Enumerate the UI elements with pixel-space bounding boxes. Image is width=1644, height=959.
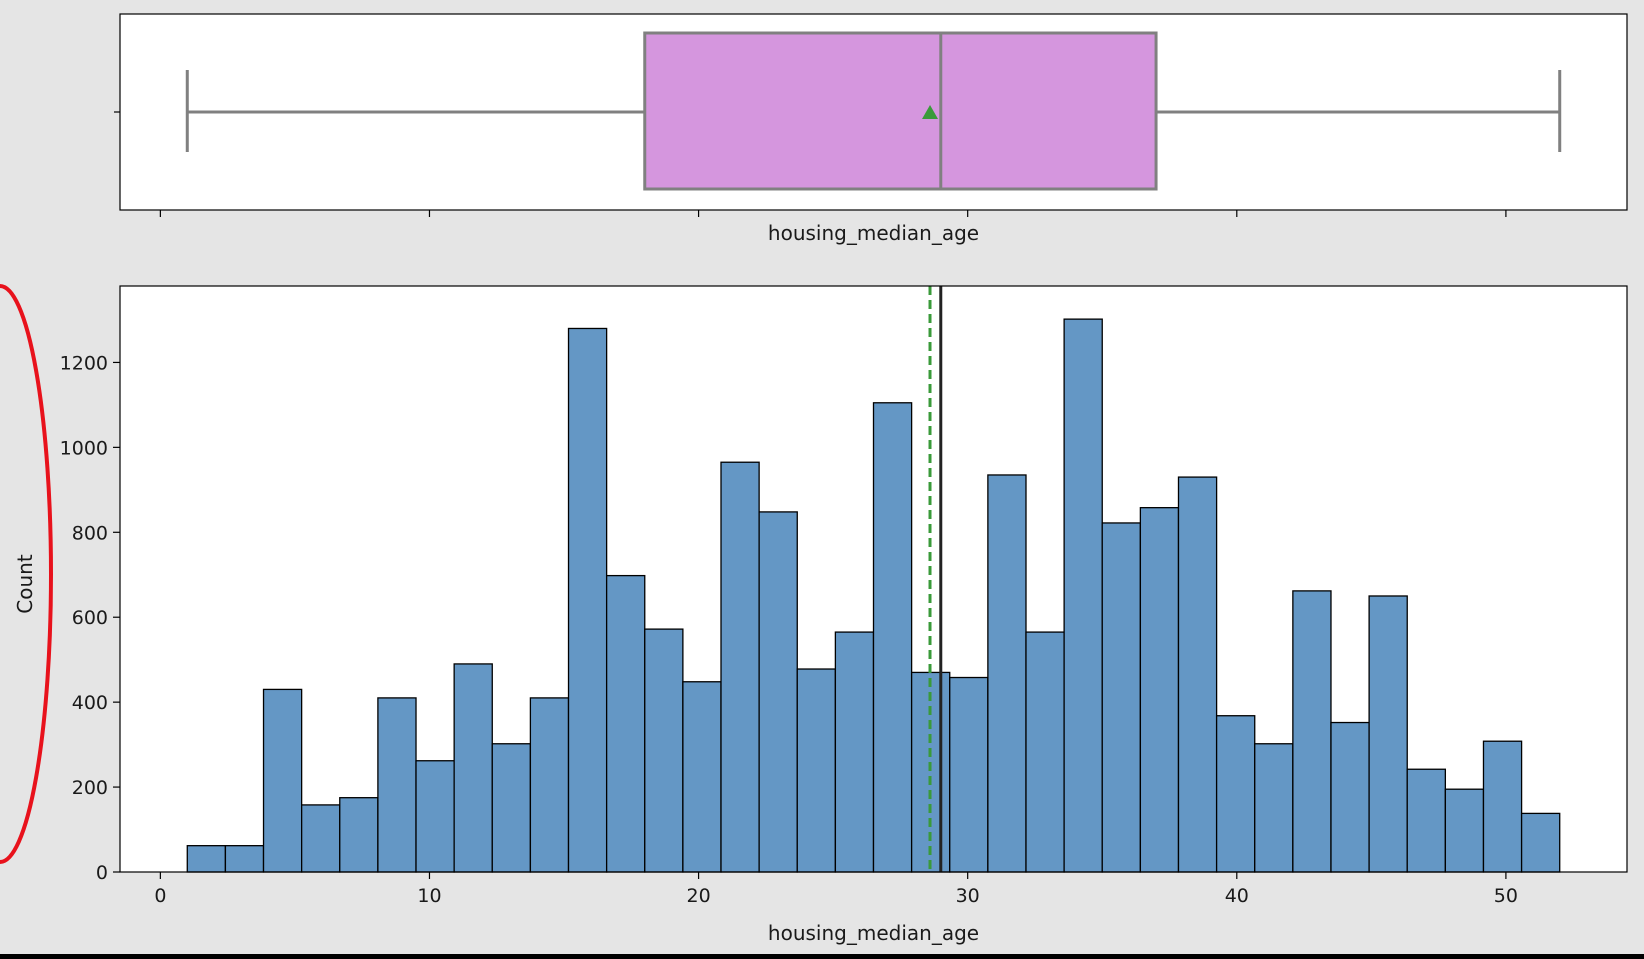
boxplot-x-ticks: [159, 210, 1507, 217]
x-tick-label: 10: [417, 885, 441, 907]
histogram-bar: [682, 681, 722, 873]
histogram-bar: [872, 402, 913, 873]
histogram-bar: [644, 628, 684, 873]
histogram-bar: [339, 797, 379, 873]
histogram-bar: [758, 511, 798, 873]
x-tick-label: 0: [154, 885, 166, 907]
boxplot-x-axis-label: housing_median_age: [768, 221, 979, 245]
histogram-bar: [491, 743, 532, 873]
histogram-reference-lines: [928, 286, 943, 872]
iqr-box: [643, 31, 1158, 191]
histogram-bar: [987, 474, 1027, 873]
histogram-bar: [1025, 631, 1065, 873]
y-tick-label: 0: [96, 862, 108, 884]
histogram-bar: [1254, 743, 1294, 873]
y-tick-label: 800: [72, 522, 108, 544]
boxplot-panel: housing_median_age: [114, 13, 1628, 245]
histogram-bar: [1520, 812, 1561, 873]
histogram-bar: [224, 845, 265, 873]
mean-marker: [922, 105, 939, 119]
x-tick-label: 20: [686, 885, 710, 907]
highlight-ellipse: [0, 284, 53, 864]
histogram-bar: [415, 760, 455, 873]
histogram-bar: [949, 676, 989, 873]
histogram-frame: [119, 285, 1628, 873]
histogram-bar: [300, 804, 341, 873]
x-tick-label: 50: [1494, 885, 1518, 907]
histogram-bar: [377, 697, 417, 873]
histogram-bar: [529, 697, 570, 873]
y-tick-label: 600: [72, 607, 108, 629]
histogram-bar: [262, 688, 303, 873]
histogram-bar: [1406, 768, 1447, 873]
histogram-bar: [720, 461, 760, 873]
histogram-y-axis-label: Count: [13, 554, 37, 614]
histogram-bar: [834, 631, 875, 873]
histogram-bar: [186, 845, 227, 873]
histogram-x-axis-label: housing_median_age: [768, 921, 979, 945]
histogram-bar: [910, 671, 951, 873]
histogram-bar: [1215, 715, 1256, 873]
histogram-x-ticks: 0 10 20 30 40 50: [154, 872, 1518, 907]
histogram-bar: [1177, 476, 1218, 873]
histogram-bar: [1444, 788, 1485, 873]
histogram-bar: [1368, 595, 1408, 873]
histogram-bar: [796, 668, 837, 873]
histogram-bar: [1330, 721, 1370, 873]
histogram-bar: [1101, 522, 1142, 873]
histogram-bar: [567, 327, 608, 873]
y-tick-label: 200: [72, 777, 108, 799]
y-tick-label: 400: [72, 692, 108, 714]
histogram-bar: [453, 663, 493, 873]
histogram-y-ticks: 0 200 400 600 800 1000 1200: [60, 352, 120, 884]
histogram-highlight: [0, 284, 53, 864]
histogram-bar: [1292, 590, 1332, 873]
y-tick-label: 1000: [60, 437, 108, 459]
histogram-bar: [1063, 318, 1103, 873]
histogram-bar: [605, 574, 646, 873]
histogram-bar: [1139, 507, 1180, 873]
boxplot-body: [185, 31, 1562, 191]
bottom-border: [0, 954, 1644, 959]
x-tick-label: 30: [956, 885, 980, 907]
histogram-bars: [186, 318, 1561, 873]
y-tick-label: 1200: [60, 352, 108, 374]
histogram-panel: 0 10 20 30 40 50 0 200 400 600 800 1000 1200 housin…: [0, 284, 1628, 945]
histogram-bar: [1482, 740, 1523, 873]
x-tick-label: 40: [1225, 885, 1249, 907]
